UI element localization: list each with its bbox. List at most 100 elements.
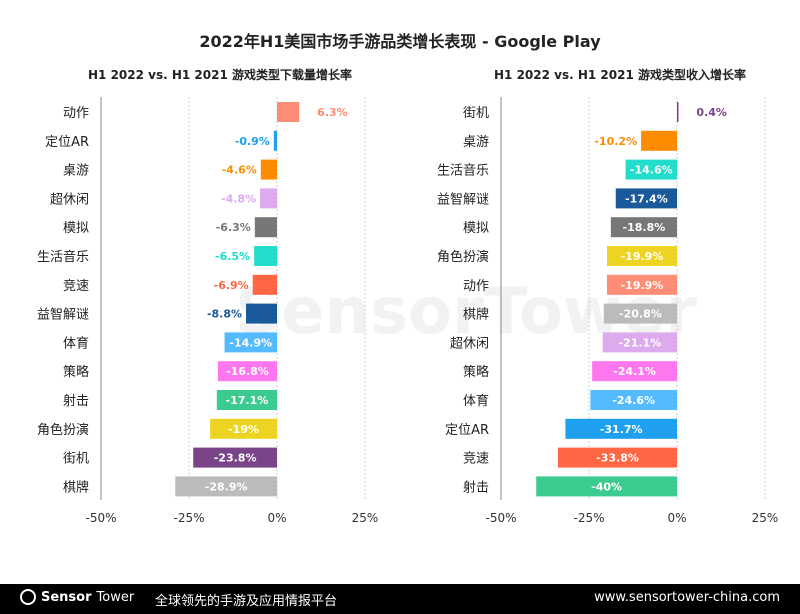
bar: [625, 159, 677, 180]
data-label: -23.8%: [214, 452, 257, 465]
bar: [610, 217, 677, 238]
category-label: 竞速: [63, 278, 89, 294]
data-label: -10.2%: [594, 135, 637, 148]
bar: [558, 447, 677, 468]
bar: [592, 361, 677, 382]
category-label: 射击: [63, 393, 89, 409]
left-chart-title: H1 2022 vs. H1 2021 游戏类型下载量增长率: [88, 68, 352, 82]
category-label: 益智解谜: [437, 192, 489, 207]
category-label: 超休闲: [50, 192, 89, 207]
category-label: 角色扮演: [37, 422, 89, 438]
bar: [606, 274, 677, 295]
data-label: -33.8%: [596, 452, 639, 465]
bar: [260, 159, 277, 180]
data-label: -19%: [228, 423, 259, 436]
category-label: 定位AR: [445, 423, 489, 438]
category-label: 模拟: [63, 221, 89, 236]
x-tick-label: 0%: [267, 511, 286, 525]
data-label: -17.4%: [625, 192, 668, 205]
bar: [677, 102, 679, 122]
data-label: 6.3%: [317, 106, 348, 119]
data-label: -14.6%: [630, 164, 673, 177]
x-tick-label: -50%: [85, 511, 116, 525]
data-label: -17.1%: [226, 394, 269, 407]
data-label: -24.6%: [612, 394, 655, 407]
data-label: -24.1%: [613, 365, 656, 378]
charts: -50% -25% 0% 25% 动作 6.3% 定位AR -0.9% 桌游 -4.6% 超休闲 -4…: [37, 97, 779, 525]
bar: [615, 188, 677, 209]
bar: [193, 447, 277, 468]
category-label: 动作: [463, 279, 489, 294]
brand-bold: Sensor: [41, 589, 92, 605]
data-label: -19.9%: [621, 279, 664, 292]
bar: [246, 303, 277, 324]
category-label: 射击: [463, 479, 489, 495]
data-label: -21.1%: [618, 336, 661, 349]
footer: Sensor Tower 全球领先的手游及应用情报平台 www.sensortow…: [0, 584, 800, 614]
data-label: -6.9%: [214, 279, 249, 292]
bar: [254, 217, 277, 238]
website-link[interactable]: www.sensortower-china.com: [594, 590, 780, 605]
bar: [273, 130, 277, 151]
category-label: 益智解谜: [37, 308, 89, 323]
category-label: 街机: [463, 106, 489, 121]
bar: [603, 303, 677, 324]
chart-title: 2022年H1美国市场手游品类增长表现 - Google Play: [199, 32, 601, 51]
category-label: 体育: [63, 335, 89, 351]
category-label: 角色扮演: [437, 249, 489, 265]
bar: [602, 332, 677, 353]
x-tick-label: 25%: [352, 511, 379, 525]
x-tick-label: 25%: [752, 511, 779, 525]
x-tick-label: 0%: [667, 511, 686, 525]
logo-icon: [20, 589, 36, 605]
bar: [175, 476, 277, 497]
data-label: -6.3%: [216, 221, 251, 234]
data-label: -28.9%: [205, 480, 248, 493]
data-label: -31.7%: [600, 423, 643, 436]
category-label: 动作: [63, 106, 89, 121]
data-label: -20.8%: [619, 308, 662, 321]
category-label: 竞速: [463, 451, 489, 467]
data-label: -0.9%: [235, 135, 270, 148]
category-label: 街机: [63, 452, 89, 467]
data-label: -14.9%: [229, 336, 272, 349]
data-label: -8.8%: [207, 308, 242, 321]
data-label: -4.6%: [222, 164, 257, 177]
category-label: 模拟: [463, 221, 489, 236]
category-label: 桌游: [63, 164, 89, 179]
slogan: 全球领先的手游及应用情报平台: [155, 594, 338, 609]
x-tick-label: -25%: [173, 511, 204, 525]
category-label: 生活音乐: [437, 163, 489, 179]
bar: [536, 476, 677, 497]
data-label: -6.5%: [215, 250, 250, 263]
right-chart-title: H1 2022 vs. H1 2021 游戏类型收入增长率: [494, 68, 746, 82]
bar: [565, 418, 677, 439]
category-label: 棋牌: [63, 479, 89, 495]
category-label: 生活音乐: [37, 249, 89, 265]
category-label: 桌游: [463, 135, 489, 150]
bar: [217, 361, 277, 382]
bar: [210, 418, 277, 439]
bar: [606, 246, 677, 266]
bar: [260, 188, 277, 209]
category-label: 超休闲: [450, 336, 489, 351]
category-label: 策略: [63, 364, 89, 380]
bar: [641, 130, 677, 151]
category-label: 策略: [463, 364, 489, 380]
category-label: 棋牌: [463, 307, 489, 323]
sensortower-logo: Sensor Tower: [20, 589, 134, 605]
data-label: -40%: [591, 480, 622, 493]
brand-light: Tower: [96, 589, 135, 605]
data-label: 0.4%: [696, 106, 727, 119]
data-label: -16.8%: [226, 365, 269, 378]
bar: [254, 246, 277, 266]
data-label: -4.8%: [221, 192, 256, 205]
bar: [590, 390, 677, 410]
x-tick-label: -50%: [485, 511, 516, 525]
data-label: -18.8%: [623, 221, 666, 234]
data-label: -19.9%: [621, 250, 664, 263]
bar: [252, 274, 277, 295]
category-label: 体育: [463, 393, 489, 409]
bar: [216, 390, 277, 410]
x-tick-label: -25%: [573, 511, 604, 525]
